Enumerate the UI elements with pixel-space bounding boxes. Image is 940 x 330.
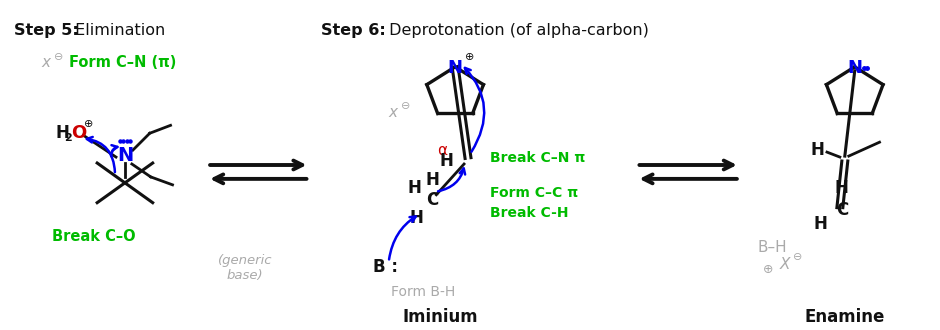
Text: O: O bbox=[71, 124, 86, 142]
Text: Form B-H: Form B-H bbox=[391, 285, 455, 299]
Text: Form C–N (π): Form C–N (π) bbox=[70, 55, 177, 70]
Text: N: N bbox=[847, 59, 862, 77]
Text: Break C–N π: Break C–N π bbox=[490, 151, 586, 165]
Text: Enamine: Enamine bbox=[805, 308, 885, 326]
Text: B :: B : bbox=[373, 258, 398, 276]
Text: H: H bbox=[410, 209, 423, 227]
Text: ⊖: ⊖ bbox=[400, 102, 410, 112]
Text: H: H bbox=[408, 179, 421, 197]
Text: X: X bbox=[779, 257, 790, 272]
Text: H: H bbox=[55, 124, 70, 142]
Text: H: H bbox=[810, 141, 824, 159]
Text: Step 5:: Step 5: bbox=[14, 23, 79, 38]
Text: ⊖: ⊖ bbox=[793, 252, 803, 262]
Text: Break C–O: Break C–O bbox=[52, 229, 135, 244]
Text: ⊕: ⊕ bbox=[85, 119, 94, 129]
Text: H: H bbox=[426, 171, 439, 189]
Text: N: N bbox=[117, 146, 133, 165]
Text: Elimination: Elimination bbox=[70, 23, 165, 38]
Text: α: α bbox=[437, 143, 447, 158]
Text: Deprotonation (of alpha-carbon): Deprotonation (of alpha-carbon) bbox=[384, 23, 649, 38]
Text: N: N bbox=[447, 59, 462, 77]
Text: Form C–C π: Form C–C π bbox=[490, 186, 578, 200]
Text: (generic
base): (generic base) bbox=[218, 254, 273, 282]
Text: C: C bbox=[426, 191, 438, 209]
Text: ⊖: ⊖ bbox=[54, 52, 63, 62]
Text: x: x bbox=[389, 105, 398, 120]
Text: H: H bbox=[439, 152, 453, 170]
Text: Break C-H: Break C-H bbox=[490, 206, 569, 219]
Text: Step 6:: Step 6: bbox=[321, 23, 386, 38]
Text: 2: 2 bbox=[65, 133, 72, 143]
Text: H: H bbox=[835, 179, 849, 197]
Text: Iminium: Iminium bbox=[402, 308, 478, 326]
Text: ⊕: ⊕ bbox=[465, 52, 475, 62]
Text: H: H bbox=[813, 214, 827, 233]
Text: x: x bbox=[41, 55, 51, 70]
Text: C: C bbox=[836, 201, 848, 218]
Text: B–H: B–H bbox=[758, 240, 787, 255]
Text: ⊕: ⊕ bbox=[762, 263, 773, 276]
